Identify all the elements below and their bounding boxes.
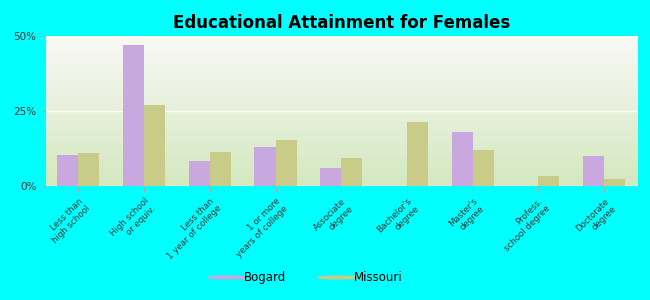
Bar bbox=[583, 156, 604, 186]
Title: Educational Attainment for Females: Educational Attainment for Females bbox=[173, 14, 510, 32]
Bar bbox=[341, 158, 362, 186]
Circle shape bbox=[208, 276, 247, 279]
Bar bbox=[276, 140, 296, 186]
Circle shape bbox=[318, 276, 358, 279]
Bar bbox=[407, 122, 428, 186]
Bar bbox=[473, 150, 494, 186]
Bar bbox=[210, 152, 231, 186]
Text: Missouri: Missouri bbox=[354, 271, 403, 284]
Bar bbox=[188, 160, 210, 186]
Bar bbox=[79, 153, 99, 186]
Bar bbox=[538, 176, 560, 186]
Bar bbox=[604, 178, 625, 186]
Bar bbox=[123, 45, 144, 186]
Text: Bogard: Bogard bbox=[244, 271, 286, 284]
Bar bbox=[452, 132, 473, 186]
Bar bbox=[144, 105, 165, 186]
Bar bbox=[320, 168, 341, 186]
Bar bbox=[255, 147, 276, 186]
Bar bbox=[57, 154, 79, 186]
